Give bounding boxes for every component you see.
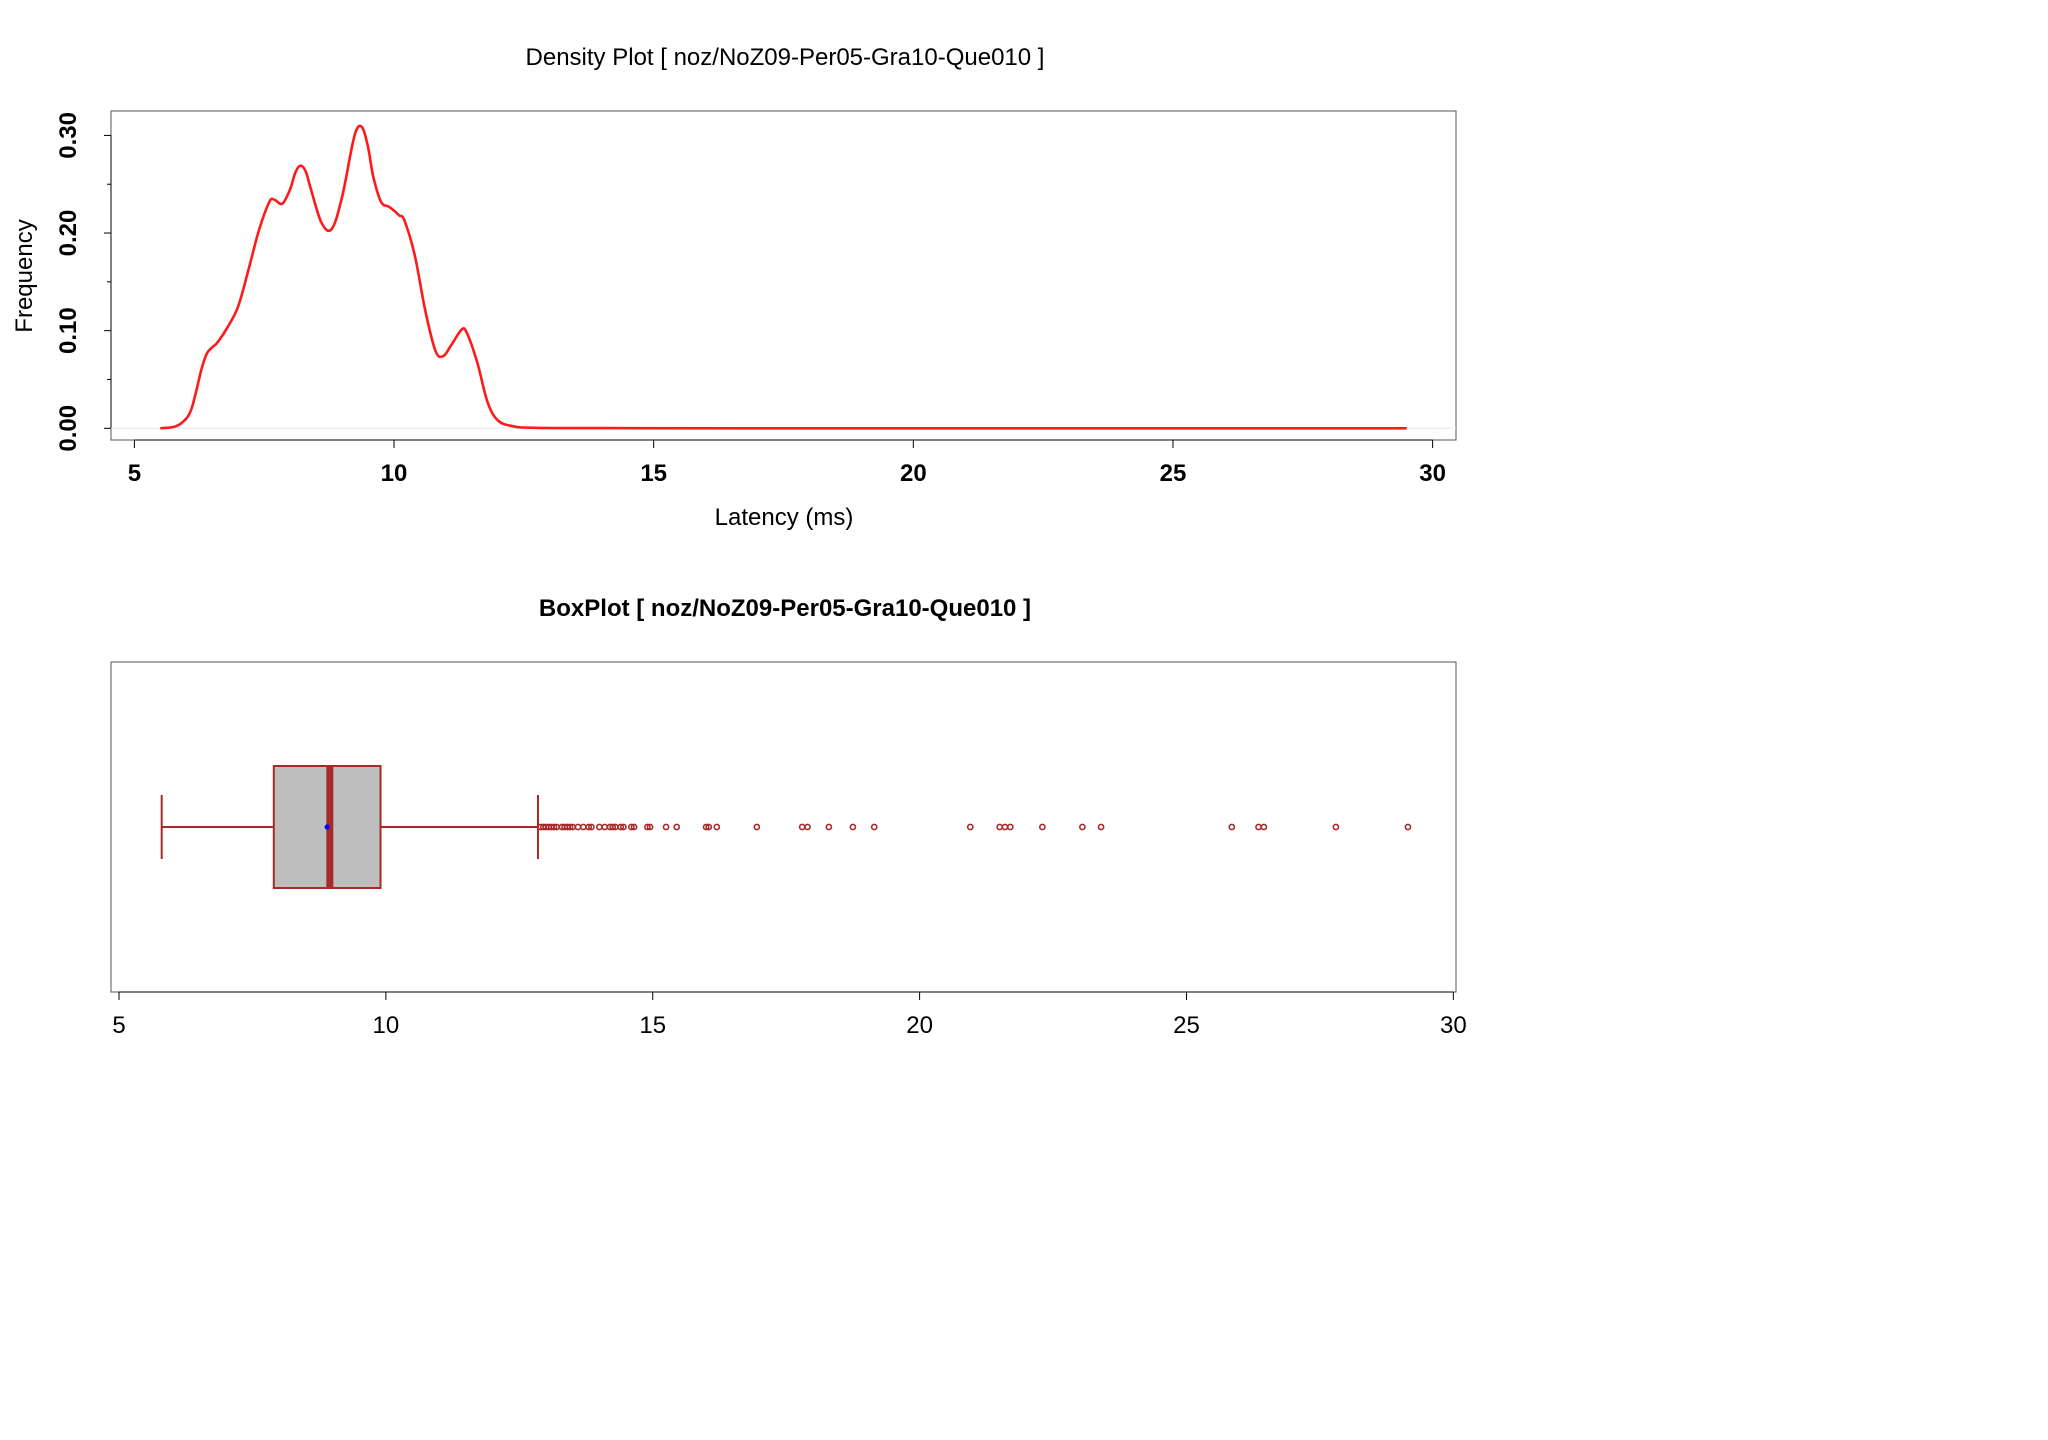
outlier-point	[1228, 823, 1236, 831]
density-x-tick-label: 5	[128, 460, 141, 487]
boxplot-x-tick-label: 30	[1440, 1012, 1467, 1039]
density-panel: Density Plot [ noz/NoZ09-Per05-Gra10-Que…	[11, 44, 1457, 531]
outlier-point	[574, 823, 582, 831]
outlier-point	[585, 823, 593, 831]
density-x-tick-label: 25	[1160, 460, 1187, 487]
outlier-point	[1332, 823, 1340, 831]
boxplot-x-axis: 5 10 15 20 25 30	[112, 991, 1467, 1039]
outlier-point	[595, 823, 603, 831]
outlier-point	[587, 823, 595, 831]
boxplot-x-tick-label: 5	[112, 1012, 125, 1039]
boxplot-outliers	[537, 823, 1412, 831]
outlier-point	[825, 823, 833, 831]
outlier-point	[630, 823, 638, 831]
outlier-point	[1255, 823, 1262, 831]
density-x-tick-label: 15	[640, 460, 667, 487]
outlier-point	[1001, 823, 1009, 831]
outlier-point	[1404, 823, 1412, 831]
outlier-point	[662, 823, 670, 831]
density-y-tick-label: 0.30	[55, 112, 82, 159]
density-x-axis: 5 10 15 20 25 30	[128, 439, 1446, 487]
outlier-point	[705, 823, 713, 831]
outlier-point	[713, 823, 721, 831]
outlier-point	[609, 823, 617, 831]
boxplot-elements	[160, 765, 539, 889]
outlier-point	[617, 823, 625, 831]
density-title: Density Plot [ noz/NoZ09-Per05-Gra10-Que…	[526, 44, 1045, 71]
density-y-axis: 0.00 0.10 0.20 0.30	[55, 112, 112, 452]
mean-point	[324, 824, 330, 830]
outlier-point	[1097, 823, 1105, 831]
density-x-tick-label: 10	[381, 460, 408, 487]
density-y-tick-label: 0.20	[55, 210, 82, 257]
outlier-point	[798, 823, 806, 831]
outlier-point	[1078, 823, 1086, 831]
outlier-point	[870, 823, 878, 831]
boxplot-x-tick-label: 15	[639, 1012, 666, 1039]
boxplot-title: BoxPlot [ noz/NoZ09-Per05-Gra10-Que010 ]	[539, 595, 1031, 622]
outlier-point	[1006, 823, 1014, 831]
outlier-point	[1038, 823, 1046, 831]
box-panel: BoxPlot [ noz/NoZ09-Per05-Gra10-Que010 ]…	[110, 595, 1467, 1039]
outlier-point	[996, 823, 1004, 831]
figure-canvas: Density Plot [ noz/NoZ09-Per05-Gra10-Que…	[11, 44, 1467, 1039]
outlier-point	[966, 823, 974, 831]
density-y-axis-label: Frequency	[11, 219, 38, 332]
outlier-point	[673, 823, 681, 831]
density-y-tick-label: 0.00	[55, 405, 82, 452]
boxplot-x-tick-label: 20	[906, 1012, 933, 1039]
outlier-point	[643, 823, 651, 831]
figure: Density Plot [ noz/NoZ09-Per05-Gra10-Que…	[11, 44, 1467, 1039]
outlier-point	[646, 823, 654, 831]
outlier-point	[804, 823, 811, 831]
density-x-axis-label: Latency (ms)	[715, 504, 854, 531]
density-x-tick-label: 20	[900, 460, 927, 487]
outlier-point	[579, 823, 587, 831]
outlier-point	[566, 823, 574, 831]
outlier-point	[1260, 823, 1268, 831]
outlier-point	[550, 823, 558, 831]
boxplot-x-tick-label: 10	[373, 1012, 400, 1039]
outlier-point	[702, 823, 710, 831]
outlier-point	[627, 823, 635, 831]
density-x-tick-label: 30	[1419, 460, 1446, 487]
density-curve	[160, 124, 1407, 430]
outlier-point	[849, 823, 857, 831]
boxplot-x-tick-label: 25	[1173, 1012, 1200, 1039]
density-y-tick-label: 0.10	[55, 307, 82, 354]
density-plot-frame	[110, 110, 1457, 441]
outlier-point	[619, 823, 627, 831]
outlier-point	[601, 823, 609, 831]
outlier-point	[753, 823, 761, 831]
